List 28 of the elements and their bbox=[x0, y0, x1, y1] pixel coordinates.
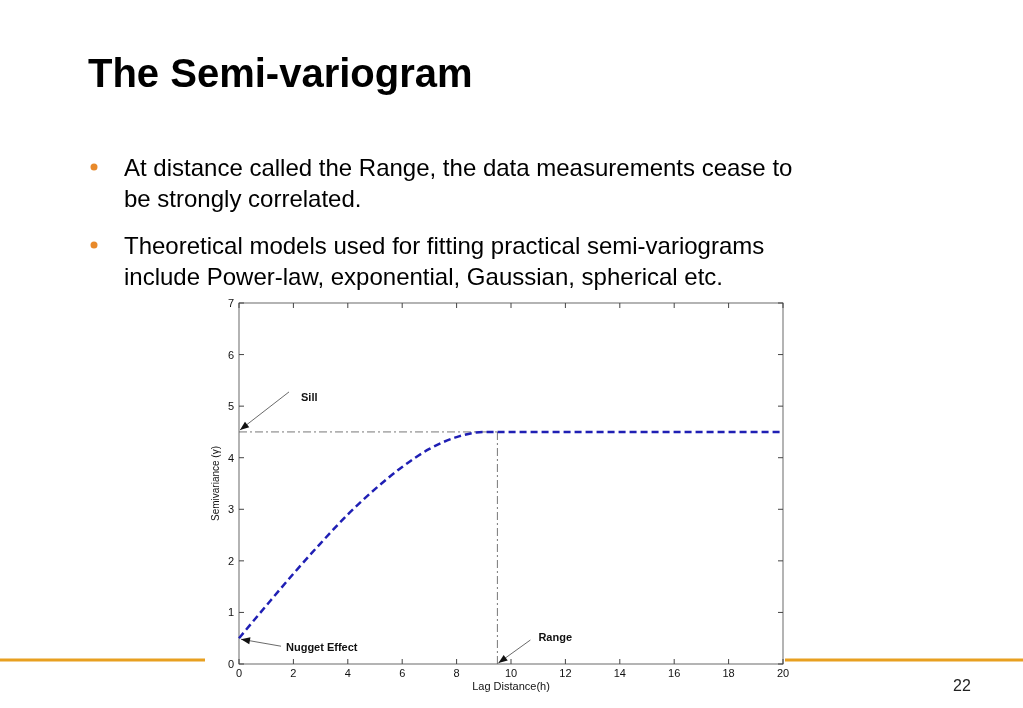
y-tick-label: 6 bbox=[227, 348, 234, 361]
annotation: Nugget Effect bbox=[286, 641, 358, 654]
x-tick-label: 18 bbox=[722, 667, 735, 679]
x-tick-label: 8 bbox=[453, 667, 460, 679]
x-tick-label: 6 bbox=[399, 667, 406, 679]
chart-title: The Semi-variogram bbox=[88, 51, 473, 95]
y-axis-title: Semivariance (γ) bbox=[210, 445, 221, 522]
x-tick-label: 12 bbox=[559, 667, 572, 679]
x-tick-label: 16 bbox=[668, 667, 681, 679]
y-tick-label: 0 bbox=[227, 658, 234, 670]
text: At distance called the Range, the data measurements cease to be strongly correlated. bbox=[124, 154, 793, 212]
ref-line-label: Range bbox=[538, 631, 573, 643]
x-tick-label: 20 bbox=[776, 667, 790, 679]
y-tick-label: 3 bbox=[227, 503, 234, 516]
y-tick-label: 7 bbox=[227, 297, 234, 309]
text: 22 bbox=[953, 677, 971, 694]
ref-line-label: Sill bbox=[301, 390, 318, 403]
x-tick-label: 10 bbox=[504, 667, 518, 679]
y-tick-label: 4 bbox=[227, 451, 234, 464]
x-tick-label: 4 bbox=[344, 667, 351, 679]
y-tick-label: 5 bbox=[227, 400, 234, 413]
y-tick-label: 1 bbox=[227, 606, 234, 619]
x-tick-label: 2 bbox=[290, 667, 297, 679]
x-axis-title: Lag Distance(h) bbox=[472, 680, 550, 692]
y-tick-label: 2 bbox=[227, 554, 234, 567]
x-tick-label: 14 bbox=[613, 667, 626, 679]
text: Theoretical models used for fitting practical semi-variograms include Power-law, exponential, Gaussian, spherical etc. bbox=[124, 232, 765, 290]
x-tick-label: 0 bbox=[235, 667, 243, 679]
